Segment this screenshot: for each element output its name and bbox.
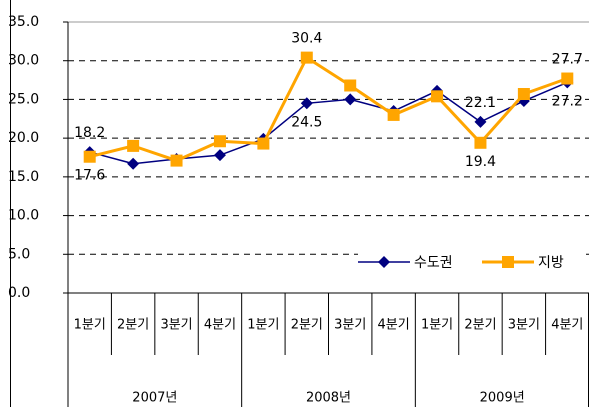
point <box>474 136 487 149</box>
x-tick-label: 1분기 <box>74 318 106 333</box>
x-tick-label: 4분기 <box>551 318 583 333</box>
point <box>170 154 183 167</box>
x-group-label: 2009년 <box>480 391 525 406</box>
legend-label: 수도권 <box>414 255 453 271</box>
x-tick-label: 2분기 <box>291 318 323 333</box>
data-label: 24.5 <box>291 114 322 130</box>
point <box>474 115 487 128</box>
y-tick-label: 0.0 <box>8 285 30 301</box>
x-tick-label: 4분기 <box>204 318 236 333</box>
point <box>213 149 226 162</box>
y-tick-label: 5.0 <box>8 246 30 262</box>
point <box>213 135 226 148</box>
point <box>344 93 357 106</box>
x-tick-label: 3분기 <box>160 318 192 333</box>
point <box>83 150 96 163</box>
data-label: 22.1 <box>465 95 496 111</box>
data-label: 18.2 <box>74 125 105 141</box>
series-line <box>89 55 568 163</box>
y-tick-label: 10.0 <box>8 208 39 224</box>
data-label: 30.4 <box>291 31 322 47</box>
point <box>387 108 400 121</box>
y-tick-label: 25.0 <box>8 91 39 107</box>
point <box>300 97 313 110</box>
y-tick-label: 20.0 <box>8 130 39 146</box>
point <box>300 51 313 64</box>
y-tick-label: 15.0 <box>8 169 39 185</box>
series-line <box>89 81 568 165</box>
point <box>344 79 357 92</box>
legend-label: 지방 <box>538 255 564 271</box>
data-label: 27.7 <box>552 52 583 68</box>
x-tick-label: 2분기 <box>464 318 496 333</box>
y-tick-label: 30.0 <box>8 53 39 69</box>
point <box>431 90 444 103</box>
x-group-label: 2007년 <box>132 391 177 406</box>
x-tick-label: 1분기 <box>247 318 279 333</box>
x-tick-label: 4분기 <box>378 318 410 333</box>
x-group-label: 2008년 <box>306 391 351 406</box>
x-tick-label: 3분기 <box>508 318 540 333</box>
y-tick-label: 35.0 <box>8 14 39 30</box>
x-tick-label: 2분기 <box>117 318 149 333</box>
point <box>127 139 140 152</box>
data-label: 19.4 <box>465 154 496 170</box>
data-label: 17.6 <box>74 168 105 184</box>
point <box>127 157 140 170</box>
point <box>257 137 270 150</box>
legend-marker <box>502 256 514 268</box>
point <box>517 88 530 101</box>
x-tick-label: 3분기 <box>334 318 366 333</box>
data-label: 27.2 <box>552 93 583 109</box>
legend-marker <box>378 256 390 268</box>
x-tick-label: 1분기 <box>421 318 453 333</box>
point <box>561 72 574 85</box>
